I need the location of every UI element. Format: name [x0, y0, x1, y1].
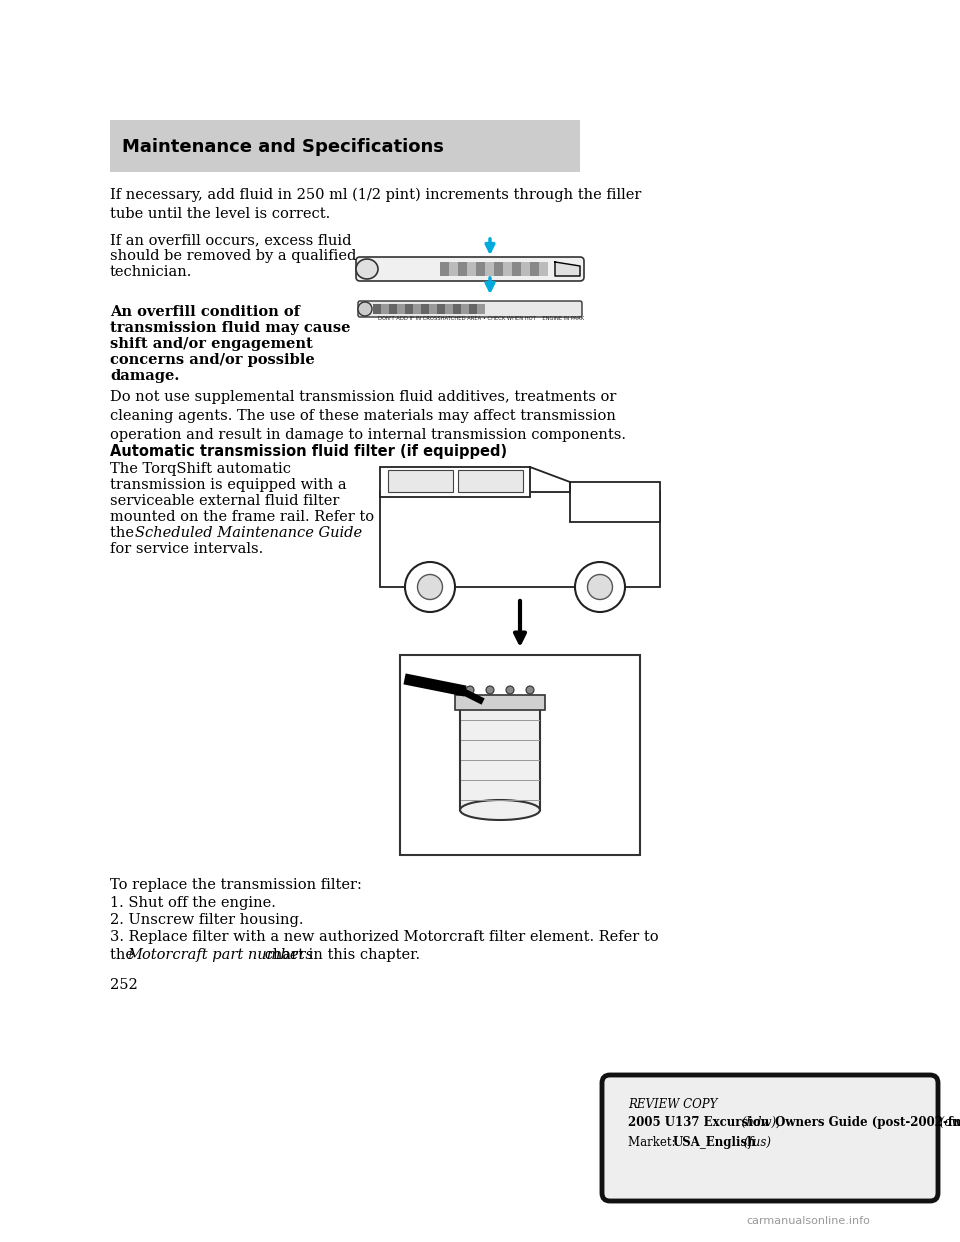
Bar	[521, 262, 530, 276]
Text: 2. Unscrew filter housing.: 2. Unscrew filter housing.	[110, 913, 303, 927]
Text: Motorcraft part numbers: Motorcraft part numbers	[127, 948, 313, 963]
Text: Market:: Market:	[628, 1136, 683, 1149]
Text: USA_English: USA_English	[673, 1136, 756, 1149]
Bar	[477, 304, 485, 314]
Bar	[458, 262, 467, 276]
Bar	[421, 304, 429, 314]
Bar	[400, 655, 640, 854]
Bar	[440, 262, 449, 276]
Text: 2005 U137 Excursion: 2005 U137 Excursion	[628, 1117, 769, 1129]
Ellipse shape	[575, 561, 625, 612]
Text: the: the	[110, 527, 138, 540]
Text: damage.: damage.	[110, 369, 180, 383]
Bar	[494, 262, 503, 276]
Bar	[380, 492, 660, 587]
Text: (hdw),: (hdw),	[738, 1117, 780, 1129]
Text: An overfill condition of: An overfill condition of	[110, 306, 300, 319]
Text: Owners Guide (post-2002-fmt): Owners Guide (post-2002-fmt)	[771, 1117, 960, 1129]
Bar	[449, 262, 458, 276]
Text: If an overfill occurs, excess fluid: If an overfill occurs, excess fluid	[110, 233, 351, 247]
Text: 3. Replace filter with a new authorized Motorcraft filter element. Refer to: 3. Replace filter with a new authorized …	[110, 930, 659, 944]
Bar	[458, 469, 523, 492]
Bar	[389, 304, 397, 314]
Bar	[381, 304, 389, 314]
Text: shift and/or engagement: shift and/or engagement	[110, 337, 313, 351]
Bar	[461, 304, 469, 314]
Text: DON'T ADD IF IN CROSSHATCHED AREA • CHECK WHEN HOT    ENGINE IN PARK: DON'T ADD IF IN CROSSHATCHED AREA • CHEC…	[378, 315, 584, 320]
Text: (own2002),: (own2002),	[936, 1117, 960, 1129]
Text: should be removed by a qualified: should be removed by a qualified	[110, 248, 356, 263]
Text: Do not use supplemental transmission fluid additives, treatments or
cleaning age: Do not use supplemental transmission flu…	[110, 390, 626, 442]
Ellipse shape	[405, 561, 455, 612]
Ellipse shape	[526, 686, 534, 694]
Text: technician.: technician.	[110, 265, 192, 279]
Text: for service intervals.: for service intervals.	[110, 542, 263, 556]
Bar	[429, 304, 437, 314]
Text: REVIEW COPY: REVIEW COPY	[628, 1098, 717, 1112]
Bar	[570, 482, 660, 522]
Text: transmission fluid may cause: transmission fluid may cause	[110, 320, 350, 335]
Bar	[485, 304, 580, 314]
Text: Automatic transmission fluid filter (if equipped): Automatic transmission fluid filter (if …	[110, 443, 507, 460]
Text: If necessary, add fluid in 250 ml (1/2 pint) increments through the filler
tube : If necessary, add fluid in 250 ml (1/2 p…	[110, 188, 641, 221]
Text: (fus): (fus)	[740, 1136, 771, 1149]
Bar	[503, 262, 512, 276]
Text: The TorqShift automatic: The TorqShift automatic	[110, 462, 291, 476]
Ellipse shape	[506, 686, 514, 694]
Bar	[405, 304, 413, 314]
Bar	[397, 304, 405, 314]
Ellipse shape	[460, 800, 540, 820]
Bar	[467, 262, 476, 276]
Ellipse shape	[588, 575, 612, 600]
FancyBboxPatch shape	[358, 301, 582, 317]
Text: the: the	[110, 948, 138, 963]
Bar	[110, 120, 580, 171]
Ellipse shape	[358, 302, 372, 315]
Bar	[460, 700, 540, 810]
Bar	[413, 304, 421, 314]
FancyBboxPatch shape	[602, 1076, 938, 1201]
Text: serviceable external fluid filter: serviceable external fluid filter	[110, 494, 340, 508]
Bar	[485, 262, 494, 276]
Text: To replace the transmission filter:: To replace the transmission filter:	[110, 878, 362, 892]
FancyBboxPatch shape	[356, 257, 584, 281]
Text: Maintenance and Specifications: Maintenance and Specifications	[122, 138, 444, 156]
Ellipse shape	[466, 686, 474, 694]
Bar	[437, 304, 445, 314]
Bar	[373, 304, 381, 314]
Polygon shape	[555, 262, 580, 276]
Bar	[539, 262, 548, 276]
Bar	[445, 304, 453, 314]
Text: transmission is equipped with a: transmission is equipped with a	[110, 478, 347, 492]
Text: carmanualsonline.info: carmanualsonline.info	[746, 1216, 870, 1226]
Ellipse shape	[418, 575, 443, 600]
Bar	[453, 304, 461, 314]
Text: chart in this chapter.: chart in this chapter.	[260, 948, 420, 963]
Text: 1. Shut off the engine.: 1. Shut off the engine.	[110, 895, 276, 910]
Text: mounted on the frame rail. Refer to: mounted on the frame rail. Refer to	[110, 510, 374, 524]
Bar	[388, 469, 453, 492]
Bar	[380, 467, 530, 497]
Text: concerns and/or possible: concerns and/or possible	[110, 353, 315, 366]
Ellipse shape	[486, 686, 494, 694]
Text: Scheduled Maintenance Guide: Scheduled Maintenance Guide	[135, 527, 362, 540]
Polygon shape	[530, 467, 570, 492]
Bar	[530, 262, 539, 276]
Bar	[476, 262, 485, 276]
Bar	[469, 304, 477, 314]
Bar	[455, 696, 545, 710]
Bar	[512, 262, 521, 276]
Text: 252: 252	[110, 977, 137, 992]
Ellipse shape	[356, 260, 378, 279]
